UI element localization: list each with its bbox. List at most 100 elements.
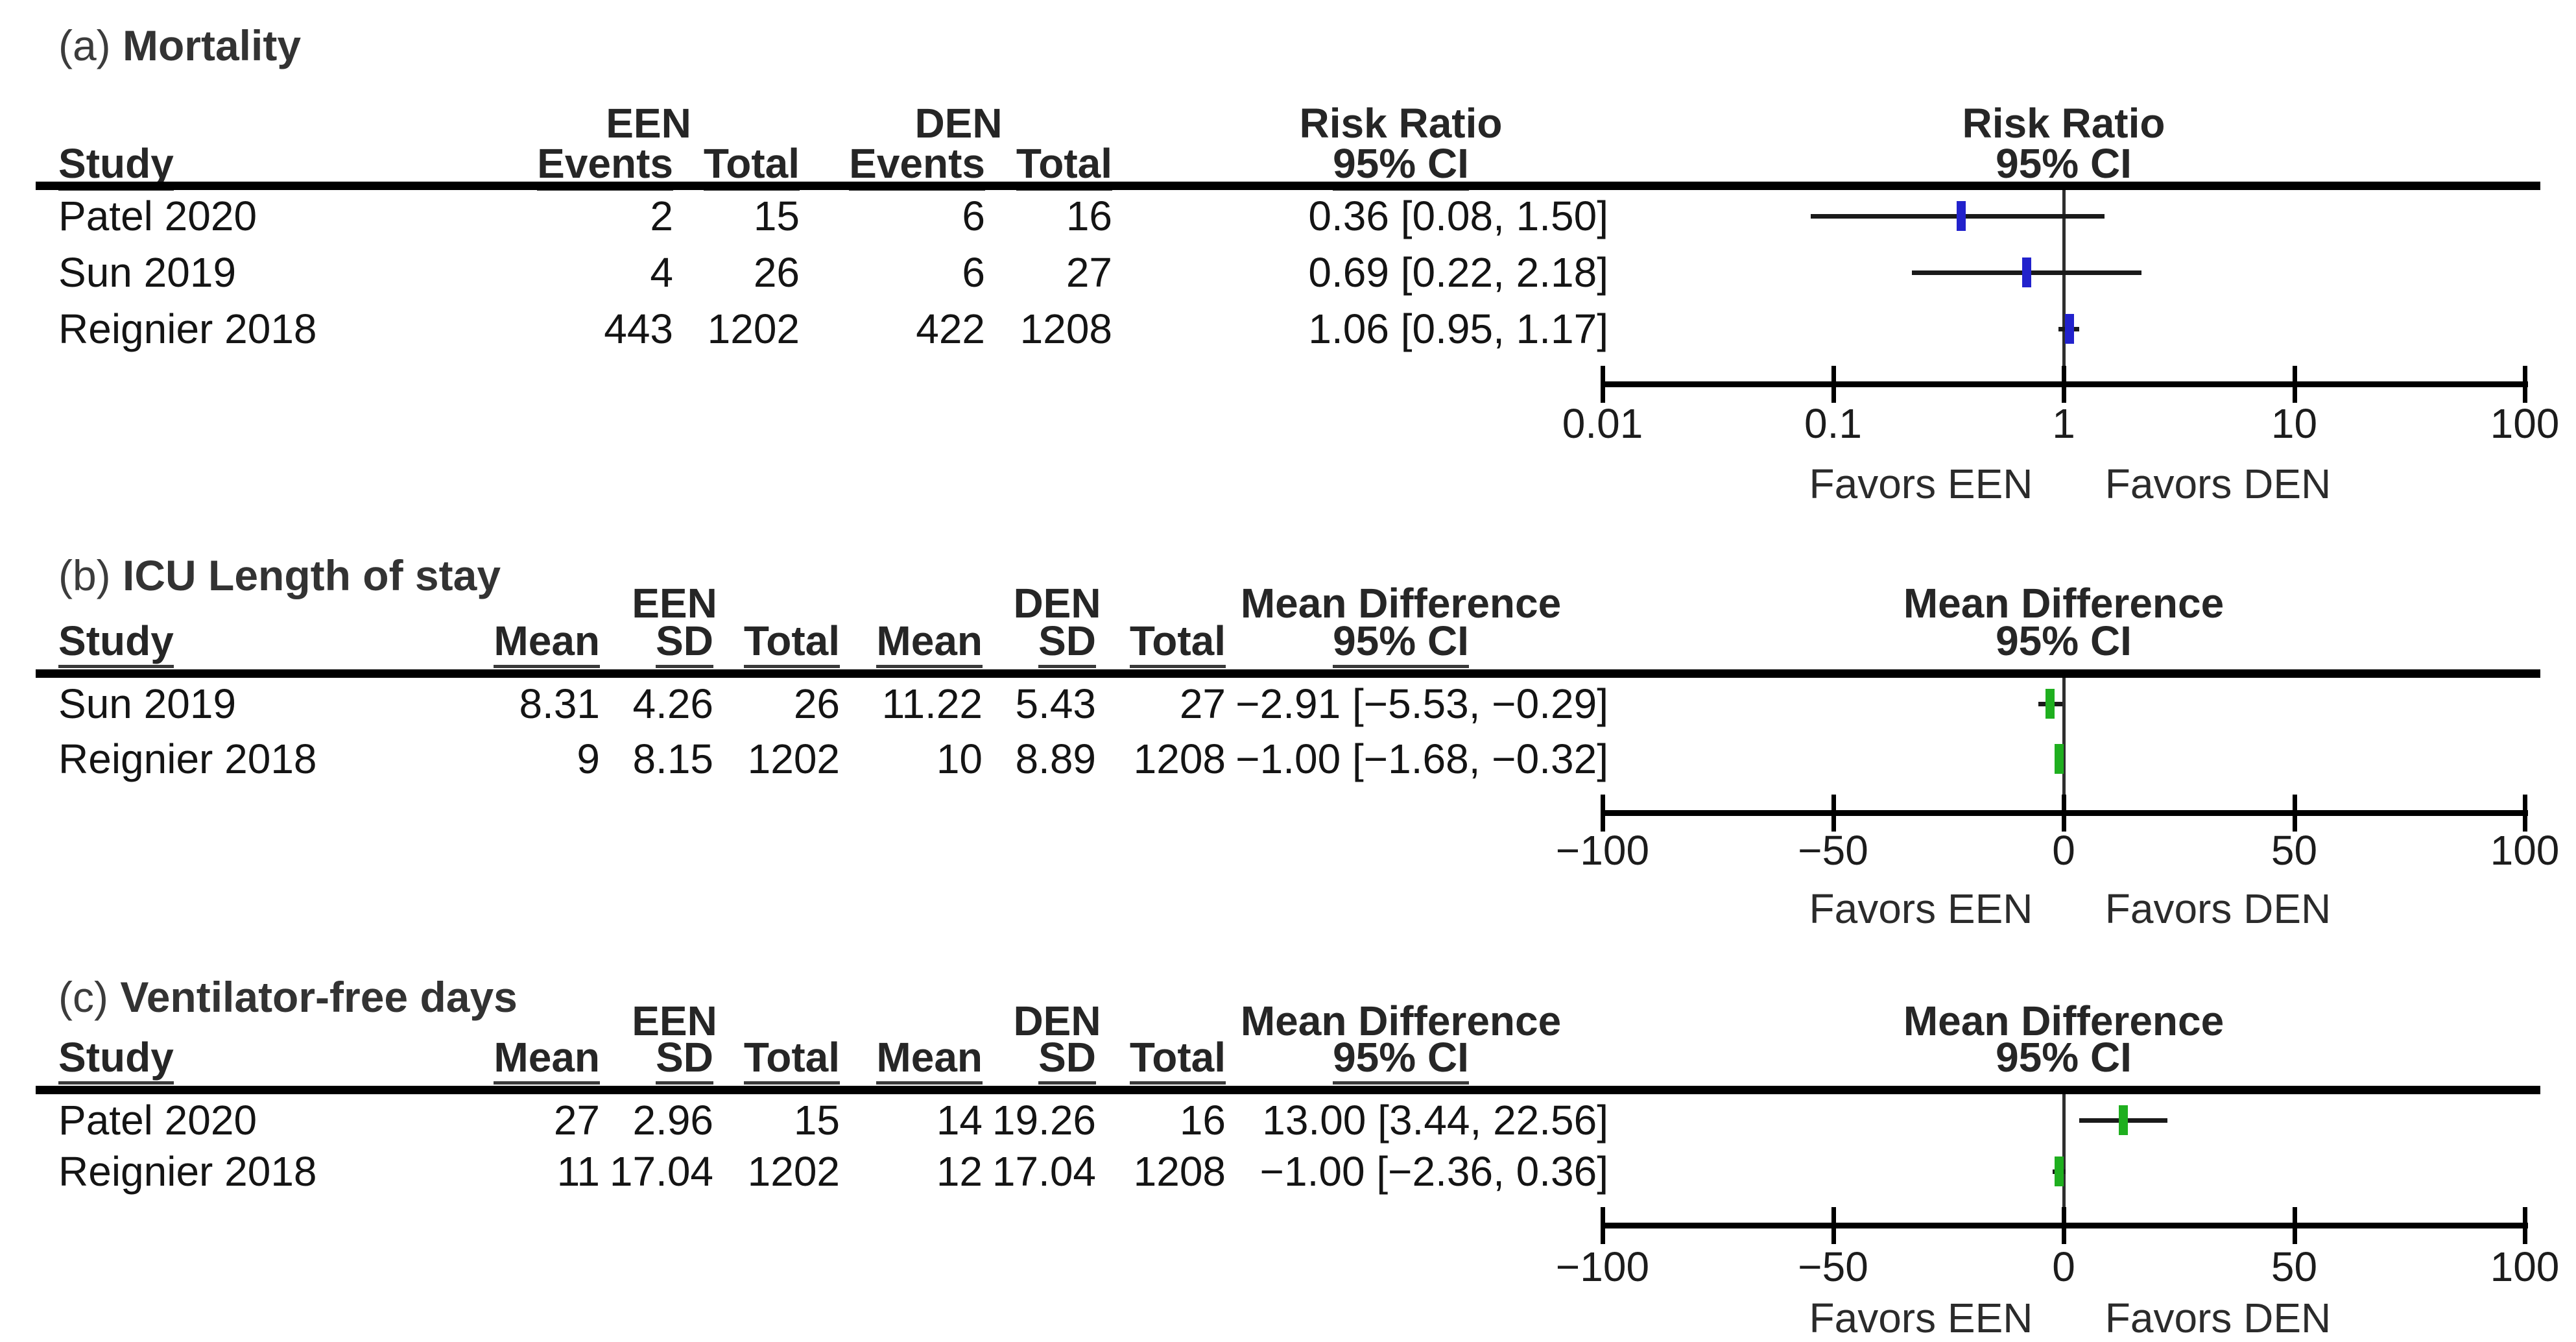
een-value-cell: 8.15	[632, 736, 713, 782]
effect-marker	[1957, 201, 1966, 231]
ci-plot-header: 95% CI	[1996, 1034, 2132, 1081]
den-value-cell: 8.89	[1015, 736, 1096, 782]
den-value-cell: 6	[962, 193, 985, 239]
een-value-cell: 2.96	[632, 1097, 713, 1144]
group2-header: DEN	[1013, 580, 1101, 627]
header-rule	[36, 669, 2540, 678]
effect-plot-header: Mean Difference	[1903, 580, 2224, 627]
col-header-den-sd: SD	[863, 620, 1096, 668]
study-cell: Patel 2020	[58, 193, 257, 239]
den-value-cell: 422	[916, 306, 985, 352]
group2-header: DEN	[914, 100, 1003, 147]
effect-col-header: Mean Difference	[1240, 998, 1562, 1044]
axis-tick-label: 0.01	[1562, 400, 1643, 447]
axis-tick	[2523, 1207, 2527, 1244]
group1-header: EEN	[632, 580, 717, 627]
effect-plot-header: Risk Ratio	[1962, 100, 2165, 147]
col-header-text: Total	[1129, 1036, 1226, 1084]
col-header-den-total: Total	[992, 620, 1226, 668]
panel-title-text: Ventilator-free days	[120, 973, 518, 1021]
ci-text-cell: −1.00 [−2.36, 0.36]	[1259, 1148, 1608, 1195]
col-header-text: Total	[743, 1036, 840, 1084]
een-value-cell: 4	[650, 249, 673, 296]
panel-tag: (b)	[58, 551, 111, 599]
axis-tick	[2292, 795, 2297, 832]
een-value-cell: 26	[753, 249, 800, 296]
favors-right-label: Favors DEN	[2105, 461, 2332, 507]
ci-col-header: 95% CI	[1141, 1036, 1660, 1084]
effect-marker	[2054, 1156, 2064, 1186]
col-header-text: Mean	[494, 620, 600, 668]
axis-tick-label: 10	[2271, 400, 2318, 447]
axis-tick	[2062, 366, 2066, 403]
study-col-header-text: Study	[58, 620, 174, 668]
col-header-text: Mean	[494, 1036, 600, 1084]
study-cell: Reignier 2018	[58, 1148, 317, 1195]
effect-marker	[2064, 314, 2074, 344]
een-value-cell: 4.26	[632, 680, 713, 727]
panel-title: (c) Ventilator-free days	[58, 976, 518, 1018]
ci-text-cell: 0.36 [0.08, 1.50]	[1308, 193, 1608, 239]
col-header-text: Mean	[876, 620, 983, 668]
een-value-cell: 26	[793, 680, 840, 727]
ci-text-cell: 1.06 [0.95, 1.17]	[1308, 306, 1608, 352]
axis-tick-label: 100	[2490, 1243, 2560, 1290]
den-value-cell: 6	[962, 249, 985, 296]
den-value-cell: 1208	[1133, 1148, 1226, 1195]
den-value-cell: 19.26	[992, 1097, 1096, 1144]
axis-tick-label: −50	[1798, 1243, 1868, 1290]
col-header-den-mean: Mean	[749, 1036, 983, 1084]
ci-text-cell: 0.69 [0.22, 2.18]	[1308, 249, 1608, 296]
reference-line	[2062, 1094, 2066, 1228]
een-value-cell: 9	[577, 736, 600, 782]
axis-tick-label: 50	[2271, 827, 2318, 874]
een-value-cell: 1202	[747, 1148, 840, 1195]
axis-tick	[2062, 795, 2066, 832]
study-cell: Sun 2019	[58, 249, 237, 296]
study-cell: Sun 2019	[58, 680, 237, 727]
study-cell: Reignier 2018	[58, 736, 317, 782]
favors-left-label: Favors EEN	[1809, 885, 2033, 932]
den-value-cell: 16	[1179, 1097, 1226, 1144]
axis-tick	[1831, 366, 1836, 403]
group2-header: DEN	[1013, 998, 1101, 1044]
panel-tag: (a)	[58, 21, 111, 69]
axis-tick	[2292, 366, 2297, 403]
effect-marker	[2054, 744, 2064, 774]
group1-header: EEN	[606, 100, 691, 147]
axis-tick-label: 0	[2052, 1243, 2075, 1290]
den-value-cell: 16	[1066, 193, 1112, 239]
panel-title-text: ICU Length of stay	[123, 551, 501, 599]
effect-marker	[2021, 258, 2031, 287]
een-value-cell: 8.31	[519, 680, 600, 727]
effect-marker	[2045, 689, 2055, 719]
den-value-cell: 14	[936, 1097, 983, 1144]
den-value-cell: 27	[1066, 249, 1112, 296]
col-header-een-total: Total	[606, 620, 840, 668]
favors-right-label: Favors DEN	[2105, 885, 2332, 932]
den-value-cell: 1208	[1133, 736, 1226, 782]
favors-left-label: Favors EEN	[1809, 461, 2033, 507]
axis-tick-label: 100	[2490, 400, 2560, 447]
group1-header: EEN	[632, 998, 717, 1044]
effect-col-header: Risk Ratio	[1299, 100, 1503, 147]
ci-text-cell: −1.00 [−1.68, −0.32]	[1235, 736, 1608, 782]
axis-tick-label: 50	[2271, 1243, 2318, 1290]
panel-tag: (c)	[58, 973, 108, 1021]
een-value-cell: 15	[793, 1097, 840, 1144]
ci-col-header: 95% CI	[1141, 620, 1660, 668]
een-value-cell: 443	[604, 306, 673, 352]
ci-plot-header: 95% CI	[1996, 617, 2132, 664]
een-value-cell: 15	[753, 193, 800, 239]
ci-text-cell: 13.00 [3.44, 22.56]	[1262, 1097, 1608, 1144]
axis-tick	[1601, 1207, 1605, 1244]
panel-title-text: Mortality	[123, 21, 302, 69]
axis-tick-label: 0.1	[1804, 400, 1862, 447]
ci-text-cell: −2.91 [−5.53, −0.29]	[1235, 680, 1608, 727]
ci-col-header-text: 95% CI	[1333, 620, 1469, 668]
favors-left-label: Favors EEN	[1809, 1295, 2033, 1341]
reference-line	[2062, 190, 2066, 387]
ci-col-header-text: 95% CI	[1333, 1036, 1469, 1084]
den-value-cell: 1208	[1020, 306, 1112, 352]
den-value-cell: 27	[1179, 680, 1226, 727]
